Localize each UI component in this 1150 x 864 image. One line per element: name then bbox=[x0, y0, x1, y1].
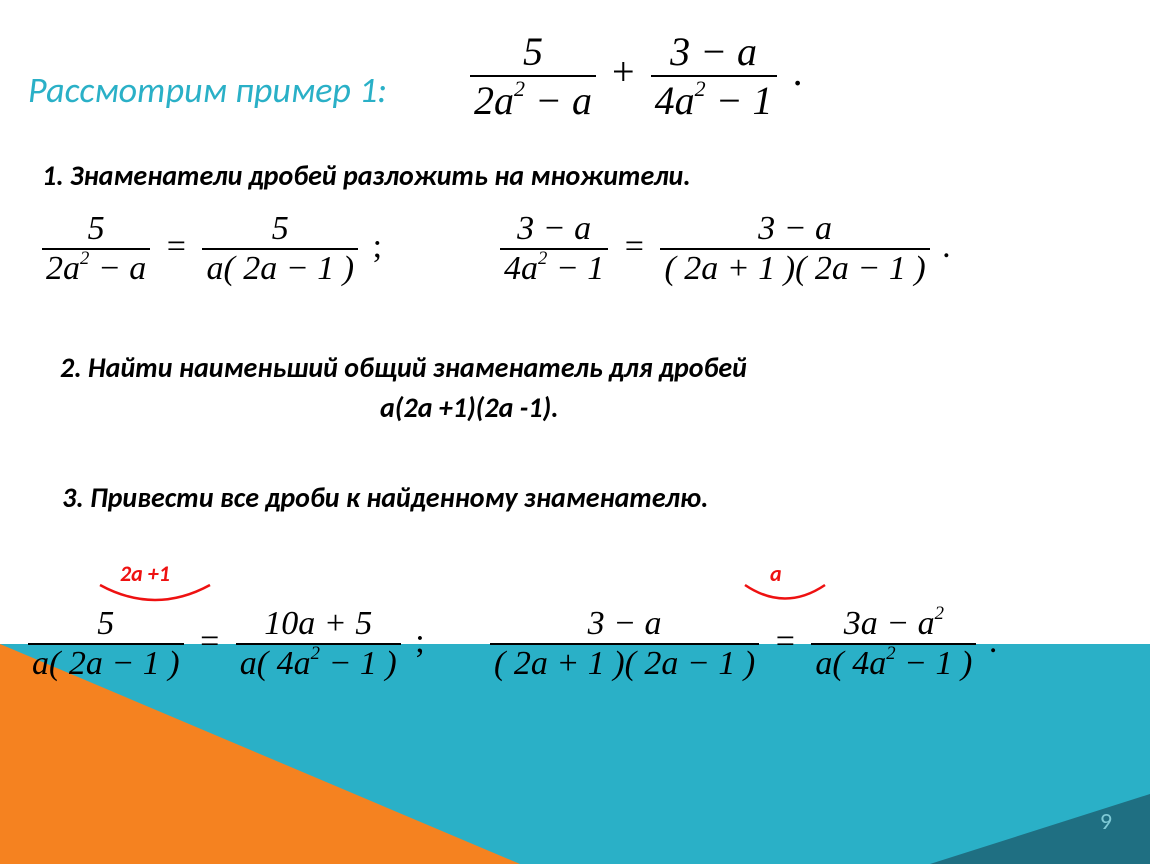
slide: 9 Рассмотрим пример 1: 52a2 − a + 3 − a4… bbox=[0, 0, 1150, 864]
title-formula: 52a2 − a + 3 − a4a2 − 1 . bbox=[470, 28, 803, 124]
slide-title: Рассмотрим пример 1: bbox=[28, 68, 387, 112]
step-3-heading: 3. Привести все дроби к найденному знаме… bbox=[62, 480, 708, 515]
step-2-text-b: a(2a +1)(2a -1). bbox=[380, 390, 559, 425]
step-1-text: 1. Знаменатели дробей разложить на множи… bbox=[42, 158, 691, 193]
step-1-heading: 1. Знаменатели дробей разложить на множи… bbox=[42, 158, 691, 193]
annotation-right: a bbox=[770, 560, 782, 587]
page-number: 9 bbox=[1100, 807, 1112, 836]
arc-right-icon bbox=[740, 580, 830, 606]
eq-step3-left: 5a( 2a − 1 ) = 10a + 5a( 4a2 − 1 ) ; bbox=[28, 605, 425, 683]
step-2-heading: 2. Найти наименьший общий знаменатель дл… bbox=[60, 350, 747, 385]
annotation-left: 2a +1 bbox=[120, 560, 170, 587]
footer-triangle-dark bbox=[930, 794, 1150, 864]
step-3-text: 3. Привести все дроби к найденному знаме… bbox=[62, 480, 708, 515]
eq-step1-right: 3 − a4a2 − 1 = 3 − a( 2a + 1 )( 2a − 1 )… bbox=[500, 210, 951, 288]
eq-step3-right: 3 − a( 2a + 1 )( 2a − 1 ) = 3a − a2a( 4a… bbox=[490, 605, 997, 683]
eq-step1-left: 52a2 − a = 5a( 2a − 1 ) ; bbox=[42, 210, 382, 288]
step-2-text-a: 2. Найти наименьший общий знаменатель дл… bbox=[60, 350, 747, 385]
step-2-sub: a(2a +1)(2a -1). bbox=[380, 390, 559, 425]
